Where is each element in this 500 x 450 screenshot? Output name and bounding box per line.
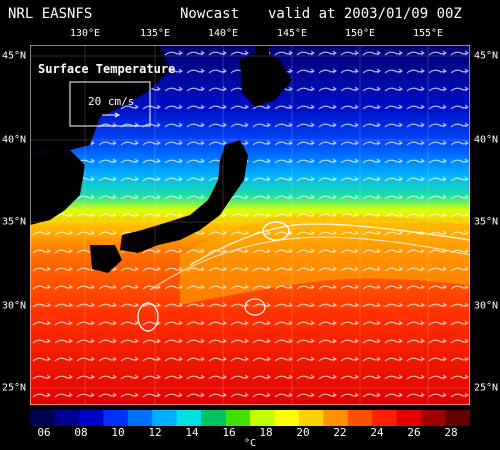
scale-box bbox=[69, 81, 151, 127]
lon-label-145: 145°E bbox=[276, 28, 308, 39]
colorbar-swatch bbox=[274, 410, 300, 426]
colorbar-swatch bbox=[103, 410, 129, 426]
colorbar-tick-label: 22 bbox=[333, 426, 347, 439]
colorbar-swatch bbox=[421, 410, 447, 426]
colorbar-swatch bbox=[176, 410, 202, 426]
lon-label-135: 135°E bbox=[139, 28, 171, 39]
colorbar-swatch bbox=[225, 410, 251, 426]
map-title: Surface Temperature bbox=[38, 62, 175, 76]
colorbar-tick-label: 12 bbox=[148, 426, 162, 439]
lat-label-25-right: 25°N bbox=[474, 382, 499, 394]
colorbar-tick-label: 20 bbox=[296, 426, 310, 439]
colorbar-tick-label: 26 bbox=[407, 426, 421, 439]
valid-time: valid at 2003/01/09 00Z bbox=[268, 6, 462, 22]
colorbar-swatch bbox=[298, 410, 324, 426]
lon-label-155: 155°E bbox=[412, 28, 444, 39]
graticule bbox=[30, 45, 470, 405]
lat-label-40-right: 40°N bbox=[474, 134, 499, 146]
model-name: NRL EASNFS bbox=[8, 6, 93, 22]
lat-label-45-left: 45°N bbox=[2, 50, 27, 62]
colorbar-tick-label: 14 bbox=[185, 426, 199, 439]
lon-label-150: 150°E bbox=[344, 28, 376, 39]
colorbar-tick-label: 24 bbox=[370, 426, 384, 439]
lon-label-130: 130°E bbox=[69, 28, 101, 39]
colorbar-swatch bbox=[323, 410, 349, 426]
land-korea bbox=[30, 150, 85, 225]
colorbar-tick-label: 08 bbox=[74, 426, 88, 439]
colorbar-swatch bbox=[250, 410, 275, 426]
colorbar-swatch bbox=[396, 410, 422, 426]
colorbar-swatch bbox=[54, 410, 80, 426]
lat-label-40-left: 40°N bbox=[2, 134, 27, 146]
colorbar-tick-label: 16 bbox=[222, 426, 236, 439]
lat-label-25-left: 25°N bbox=[2, 382, 27, 394]
colorbar-tick-label: 10 bbox=[111, 426, 125, 439]
product-type: Nowcast bbox=[180, 6, 240, 22]
lon-label-140: 140°E bbox=[207, 28, 239, 39]
temperature-colorbar bbox=[30, 410, 470, 426]
land-shikoku-kyushu bbox=[90, 245, 122, 273]
sst-map: Surface Temperature 20 cm/s bbox=[30, 45, 470, 405]
land-hokkaido bbox=[240, 50, 292, 107]
land-asia bbox=[30, 45, 170, 153]
colorbar-swatch bbox=[201, 410, 227, 426]
lat-label-35-left: 35°N bbox=[2, 216, 27, 228]
lat-label-45-right: 45°N bbox=[474, 50, 499, 62]
colorbar-swatch bbox=[152, 410, 178, 426]
colorbar-swatch bbox=[445, 410, 470, 426]
colorbar-tick-label: 18 bbox=[259, 426, 273, 439]
eddy bbox=[137, 302, 159, 332]
colorbar-tick-label: 28 bbox=[444, 426, 458, 439]
colorbar-swatch bbox=[127, 410, 153, 426]
lat-label-35-right: 35°N bbox=[474, 216, 499, 228]
lat-label-30-left: 30°N bbox=[2, 300, 27, 312]
colorbar-swatch bbox=[30, 410, 55, 426]
land-sakhalin bbox=[255, 45, 270, 63]
colorbar-tick-label: 06 bbox=[37, 426, 51, 439]
colorbar-swatch bbox=[78, 410, 104, 426]
colorbar-swatch bbox=[347, 410, 373, 426]
colorbar-swatch bbox=[372, 410, 398, 426]
eddy bbox=[262, 221, 290, 241]
scale-label: 20 cm/s bbox=[88, 95, 134, 108]
land-japan bbox=[120, 140, 248, 253]
lat-label-30-right: 30°N bbox=[474, 300, 499, 312]
eddy bbox=[244, 298, 266, 316]
colorbar-unit: °C bbox=[243, 438, 257, 449]
